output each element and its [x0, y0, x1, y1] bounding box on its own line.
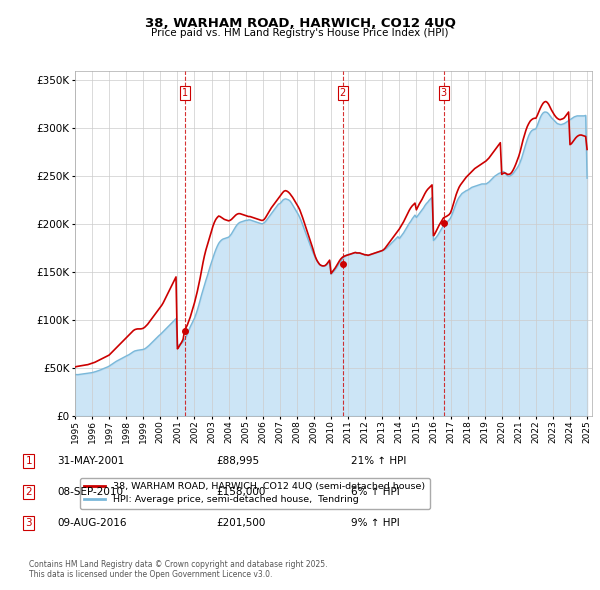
Legend: 38, WARHAM ROAD, HARWICH, CO12 4UQ (semi-detached house), HPI: Average price, se: 38, WARHAM ROAD, HARWICH, CO12 4UQ (semi…	[80, 478, 430, 509]
Text: 9% ↑ HPI: 9% ↑ HPI	[351, 518, 400, 527]
Text: £158,000: £158,000	[216, 487, 265, 497]
Text: £201,500: £201,500	[216, 518, 265, 527]
Text: 31-MAY-2001: 31-MAY-2001	[57, 457, 124, 466]
Text: Price paid vs. HM Land Registry's House Price Index (HPI): Price paid vs. HM Land Registry's House …	[151, 28, 449, 38]
Text: 38, WARHAM ROAD, HARWICH, CO12 4UQ: 38, WARHAM ROAD, HARWICH, CO12 4UQ	[145, 17, 455, 30]
Text: 21% ↑ HPI: 21% ↑ HPI	[351, 457, 406, 466]
Text: 2: 2	[25, 487, 32, 497]
Text: 09-AUG-2016: 09-AUG-2016	[57, 518, 127, 527]
Text: Contains HM Land Registry data © Crown copyright and database right 2025.
This d: Contains HM Land Registry data © Crown c…	[29, 560, 328, 579]
Text: 1: 1	[182, 88, 188, 98]
Text: 3: 3	[440, 88, 447, 98]
Text: 1: 1	[25, 457, 32, 466]
Text: 2: 2	[340, 88, 346, 98]
Text: 3: 3	[25, 518, 32, 527]
Text: 6% ↑ HPI: 6% ↑ HPI	[351, 487, 400, 497]
Text: £88,995: £88,995	[216, 457, 259, 466]
Text: 08-SEP-2010: 08-SEP-2010	[57, 487, 123, 497]
